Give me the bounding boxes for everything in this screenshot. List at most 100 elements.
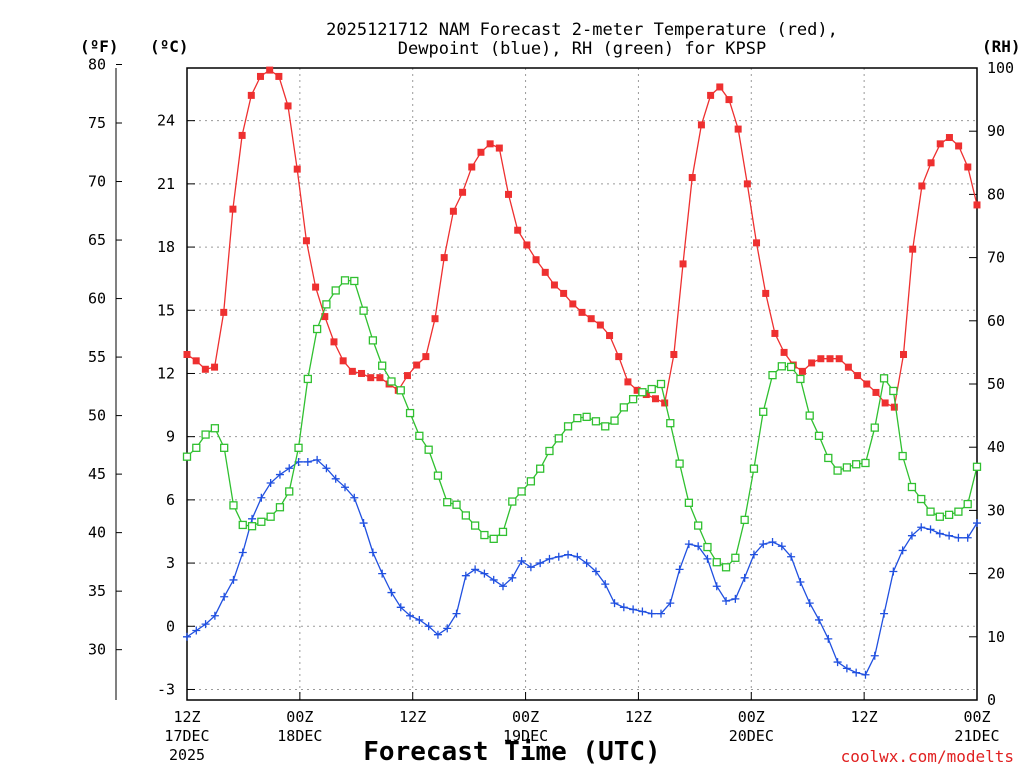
- data-point: [777, 362, 786, 371]
- celsius-tick-label: 9: [166, 428, 175, 446]
- data-point: [192, 443, 201, 452]
- data-point: [824, 634, 833, 643]
- celsius-axis: -3 0 3 6 9 12 15 18 21 24: [157, 112, 195, 698]
- fahrenheit-tick-label: 50: [88, 407, 106, 425]
- data-point: [256, 72, 264, 80]
- data-point: [564, 550, 573, 559]
- data-point: [238, 131, 246, 139]
- data-point: [633, 386, 641, 394]
- data-point: [480, 569, 489, 578]
- data-point: [431, 315, 439, 323]
- data-point: [697, 121, 705, 129]
- rh-tick-label: 10: [987, 628, 1005, 646]
- data-point: [413, 361, 421, 369]
- plot-frame: [186, 67, 978, 701]
- data-point: [907, 531, 916, 540]
- data-point: [498, 527, 508, 537]
- data-point: [852, 668, 861, 677]
- data-point: [449, 207, 457, 215]
- data-point: [514, 226, 522, 234]
- celsius-tick-label: 24: [157, 112, 175, 130]
- data-point: [734, 125, 742, 133]
- data-point: [554, 434, 563, 443]
- data-point: [275, 503, 285, 512]
- data-point: [591, 567, 600, 576]
- data-point: [638, 607, 647, 616]
- time-tick-date: 18DEC: [277, 727, 322, 745]
- celsius-tick-label: 15: [157, 301, 175, 319]
- data-point: [440, 254, 448, 262]
- rh-tick-label: 90: [987, 122, 1005, 140]
- data-point: [238, 520, 247, 530]
- data-point: [229, 205, 237, 213]
- data-point: [918, 182, 926, 190]
- data-point: [517, 487, 526, 496]
- data-point: [293, 165, 301, 173]
- data-point: [545, 446, 554, 456]
- data-point: [842, 463, 852, 472]
- celsius-tick-label: -3: [157, 680, 175, 698]
- data-point: [679, 260, 687, 268]
- data-point: [601, 422, 610, 431]
- data-point: [560, 289, 568, 297]
- data-point: [721, 563, 731, 572]
- data-point: [647, 384, 656, 394]
- data-point: [201, 620, 210, 629]
- data-point: [285, 464, 294, 473]
- data-point: [452, 609, 461, 618]
- data-point: [477, 148, 485, 156]
- data-point: [615, 353, 623, 361]
- data-point: [815, 615, 823, 624]
- time-tick-label: 00Z: [286, 708, 313, 726]
- data-point: [578, 308, 586, 316]
- celsius-tick-label: 0: [166, 617, 175, 635]
- data-point: [378, 361, 387, 370]
- data-point: [573, 552, 582, 561]
- data-point: [780, 348, 788, 356]
- data-point: [917, 523, 926, 532]
- data-point: [182, 452, 192, 461]
- data-point: [359, 519, 368, 528]
- data-point: [368, 548, 377, 557]
- data-point: [863, 380, 871, 388]
- time-tick-date: 20DEC: [729, 727, 774, 745]
- series-line-dewpoint: [186, 459, 978, 676]
- data-point: [707, 91, 715, 99]
- data-point: [257, 493, 266, 502]
- data-point: [183, 351, 191, 359]
- data-point: [330, 338, 338, 346]
- celsius-tick-label: 6: [166, 491, 175, 509]
- data-point: [753, 239, 761, 247]
- data-point: [486, 140, 494, 148]
- data-point: [322, 300, 331, 309]
- time-tick-label: 12Z: [173, 708, 200, 726]
- data-point: [433, 471, 443, 480]
- time-tick-date: 19DEC: [503, 727, 548, 745]
- data-point: [302, 237, 310, 245]
- data-point: [647, 609, 656, 618]
- data-point: [532, 256, 540, 264]
- data-point: [368, 336, 378, 345]
- data-point: [945, 531, 954, 540]
- data-point: [973, 201, 981, 209]
- grid: [187, 68, 977, 700]
- data-point: [210, 611, 219, 620]
- data-point: [508, 497, 517, 506]
- data-point: [192, 357, 200, 365]
- data-point: [889, 386, 898, 396]
- data-point: [861, 670, 870, 679]
- data-point: [870, 423, 879, 432]
- data-point: [459, 188, 467, 196]
- data-point: [247, 522, 257, 531]
- credit-link[interactable]: coolwx.com/modelts: [841, 747, 1014, 766]
- data-point: [854, 372, 862, 380]
- data-point: [629, 605, 638, 614]
- data-point: [331, 474, 340, 483]
- data-point: [201, 365, 209, 373]
- fahrenheit-tick-label: 70: [88, 173, 106, 191]
- rh-tick-label: 40: [987, 438, 1005, 456]
- data-point: [461, 571, 470, 580]
- data-point: [443, 624, 452, 633]
- data-point: [651, 395, 659, 403]
- data-point: [666, 419, 675, 428]
